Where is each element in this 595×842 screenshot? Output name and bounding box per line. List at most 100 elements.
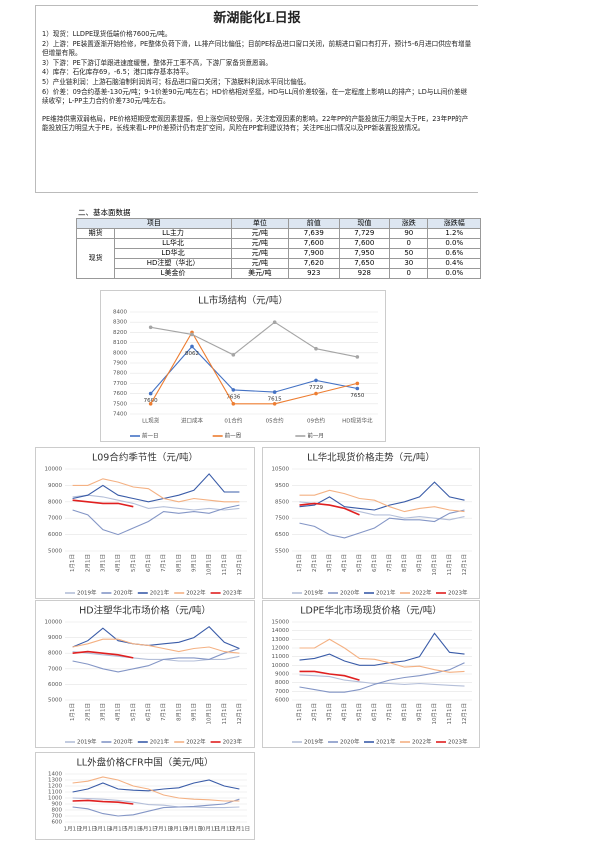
x-tick-label: 5月1日: [130, 554, 137, 572]
y-tick-label: 10000: [45, 467, 63, 473]
x-tick-label: 10月1日: [431, 554, 438, 576]
x-tick-label: 5月1日: [130, 703, 137, 721]
series-line: [72, 779, 240, 793]
y-tick-label: 5500: [275, 549, 289, 555]
data-label: 7615: [268, 397, 282, 403]
x-tick-label: 11月1日: [221, 554, 228, 576]
legend-label: 2022年: [412, 738, 432, 746]
x-tick-label: 6月1日: [145, 703, 152, 721]
x-tick-label: 5月1日: [356, 554, 363, 572]
header-cell: 涨跌幅: [427, 218, 481, 229]
series-line: [150, 331, 358, 405]
chart-title: LDPE华北市场现货价格（元/吨）: [300, 605, 442, 617]
chart-title: LL华北现货价格走势（元/吨）: [307, 452, 435, 464]
series-line: [72, 504, 240, 536]
x-tick-label: 9月1日: [416, 703, 423, 721]
x-tick-label: 2月1日: [84, 554, 91, 572]
y-tick-label: 8500: [275, 499, 289, 505]
point-marker: [272, 402, 277, 406]
x-tick-label: 11月1日: [446, 554, 453, 576]
legend-label: 前一周: [225, 432, 242, 440]
point-marker: [148, 402, 153, 406]
y-tick-label: 7500: [275, 516, 289, 522]
point-marker: [314, 391, 318, 396]
data-label: 7729: [309, 385, 323, 391]
y-tick-label: 9000: [48, 483, 62, 489]
x-tick-label: 6月1日: [371, 703, 378, 721]
x-tick-label: 2月1日: [79, 826, 97, 833]
x-tick-label: 2月1日: [311, 554, 318, 572]
x-tick-label: 11月1日: [214, 826, 236, 833]
legend-label: 2022年: [412, 589, 432, 597]
y-tick-label: 1400: [48, 772, 62, 778]
y-tick-label: 15000: [272, 620, 290, 626]
x-tick-label: 4月1日: [341, 554, 348, 572]
report-items: 1）现货：LLDPE现货低端价格7600元/吨。 2）上游：PE装置逐渐开始检修，…: [42, 30, 472, 107]
point-marker: [355, 386, 360, 391]
x-tick-label: 4月1日: [341, 703, 348, 721]
point-marker: [355, 381, 360, 386]
series-line: [72, 625, 240, 650]
table-cell: L美金价: [114, 268, 232, 279]
x-tick-label: 7月1日: [160, 703, 167, 721]
table-cell: 0.6%: [427, 248, 481, 259]
x-tick-label: 6月1日: [371, 554, 378, 572]
table-cell: 90: [389, 228, 429, 239]
y-tick-label: 600: [52, 820, 63, 826]
y-tick-label: 7600: [113, 391, 127, 397]
chart: L09合约季节性（元/吨） 5000 6000 7000 8000 9000 10000 1月…: [35, 447, 255, 599]
x-tick-label: 7月1日: [155, 826, 173, 833]
legend-label: 2021年: [150, 589, 170, 597]
x-tick-label: 3月1日: [94, 826, 112, 833]
table-row: 期货 LL主力 元/吨 7,639 7,729 90 1.2%: [75, 228, 481, 239]
table-cell: 7,600: [338, 238, 391, 249]
series-line: [72, 797, 240, 809]
x-tick-label: LL现货: [142, 417, 160, 425]
x-tick-label: 3月1日: [99, 554, 106, 572]
group-cell: 现货: [75, 238, 116, 279]
y-tick-label: 8200: [113, 330, 127, 336]
series-line: [72, 473, 240, 503]
x-tick-label: 10月1日: [198, 826, 220, 833]
data-label: 7650: [350, 393, 364, 399]
header-cell: 项目: [76, 218, 232, 229]
table-cell: 美元/吨: [230, 268, 289, 279]
table-row: L美金价 美元/吨 923 928 0 0.0%: [77, 268, 481, 279]
data-table: 项目 单位 前值 现值 涨跌 涨跌幅 期货 LL主力 元/吨 7,639 7,729 90 1.2% 现货…: [75, 218, 481, 279]
data-label: 8062: [185, 351, 199, 357]
series-line: [299, 670, 360, 681]
chart-title: HD注塑华北市场价格（元/吨）: [79, 605, 211, 617]
y-tick-label: 8000: [275, 680, 289, 686]
table-cell: 0: [389, 238, 429, 249]
x-tick-label: 7月1日: [386, 554, 393, 572]
x-tick-label: 8月1日: [401, 703, 408, 721]
report-item: 5）产业链利润：上游石脑油制利润尚可；标品进口窗口关闭；下游膜料利润水平同比偏低…: [42, 77, 310, 86]
table-row: LD华北 元/吨 7,900 7,950 50 0.6%: [77, 248, 481, 259]
point-marker: [190, 332, 194, 337]
table-cell: 0: [389, 268, 429, 279]
point-marker: [231, 353, 236, 357]
y-tick-label: 800: [52, 808, 63, 814]
series-line: [299, 509, 465, 539]
report-item: 2）上游：PE装置逐渐开始检修，PE整体负荷下滑，LL排产同比偏低；目前PE标品…: [42, 39, 472, 58]
header-cell: 现值: [338, 218, 391, 229]
table-cell: 元/吨: [230, 238, 289, 249]
x-tick-label: 12月1日: [236, 703, 243, 725]
y-tick-label: 8300: [113, 320, 127, 326]
table-cell: 923: [287, 268, 340, 279]
y-tick-label: 7400: [113, 412, 127, 418]
series-line: [72, 776, 240, 802]
table-cell: HD注塑（华北）: [114, 258, 232, 269]
x-tick-label: 11月1日: [446, 703, 453, 725]
y-tick-label: 14000: [272, 628, 290, 634]
header-cell: 涨跌: [389, 218, 429, 229]
legend-label: 2022年: [186, 738, 206, 746]
legend-label: 2019年: [77, 738, 97, 746]
table-cell: 0.4%: [427, 258, 481, 269]
x-tick-label: 11月1日: [221, 703, 228, 725]
report-item: 4）库存：石化库存69，-6.5；港口库存基本持平。: [42, 68, 193, 77]
y-tick-label: 9000: [275, 672, 289, 678]
legend-label: 2021年: [376, 738, 396, 746]
table-header: 项目 单位 前值 现值 涨跌 涨跌幅: [76, 218, 481, 229]
x-tick-label: 8月1日: [170, 826, 188, 833]
